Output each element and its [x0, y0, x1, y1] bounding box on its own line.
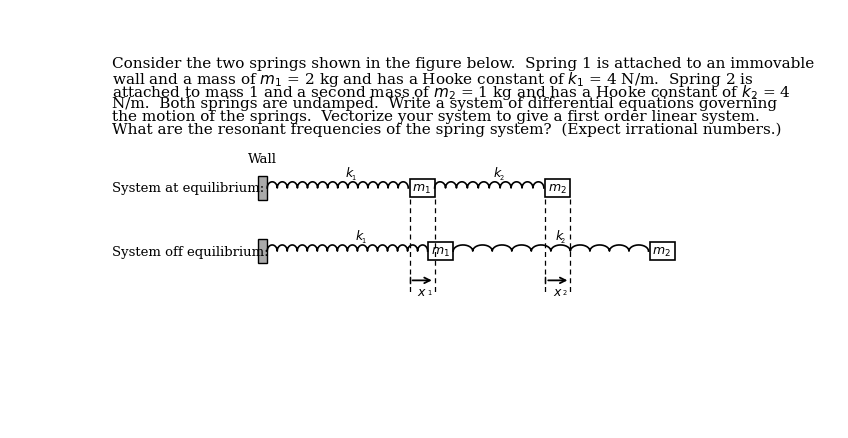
Text: $_1$: $_1$ [351, 173, 357, 182]
Text: $_1$: $_1$ [360, 236, 366, 245]
Text: $x$: $x$ [417, 285, 427, 298]
Bar [258, 176, 267, 201]
Text: wall and a mass of $m_1$ = 2 kg and has a Hooke constant of $k_1$ = 4 N/m.  Spri: wall and a mass of $m_1$ = 2 kg and has … [112, 70, 754, 89]
Text: $k$: $k$ [345, 166, 355, 179]
Text: $k$: $k$ [355, 228, 365, 242]
Text: $_2$: $_2$ [499, 173, 505, 182]
Text: $_1$: $_1$ [427, 288, 432, 297]
Text: $m_2$: $m_2$ [652, 245, 671, 258]
Text: N/m.  Both springs are undamped.  Write a system of differential equations gover: N/m. Both springs are undamped. Write a … [112, 96, 778, 110]
Text: $m_1$: $m_1$ [412, 182, 431, 195]
Text: the motion of the springs.  Vectorize your system to give a first order linear s: the motion of the springs. Vectorize you… [112, 110, 760, 124]
Text: $m_2$: $m_2$ [548, 182, 566, 195]
Text: $_2$: $_2$ [561, 236, 566, 245]
Text: $k$: $k$ [494, 166, 503, 179]
Bar [545, 179, 570, 198]
Bar [410, 179, 434, 198]
Text: System at equilibrium:: System at equilibrium: [112, 182, 265, 195]
Text: Consider the two springs shown in the figure below.  Spring 1 is attached to an : Consider the two springs shown in the fi… [112, 57, 814, 71]
Text: $_2$: $_2$ [562, 288, 568, 297]
Text: $x$: $x$ [553, 285, 563, 298]
Bar [428, 242, 453, 261]
Text: Wall: Wall [248, 152, 277, 166]
Bar [258, 239, 267, 264]
Text: $m_1$: $m_1$ [431, 245, 449, 258]
Text: $k$: $k$ [555, 228, 565, 242]
Bar [650, 242, 675, 261]
Text: System off equilibrium:: System off equilibrium: [112, 245, 269, 258]
Text: What are the resonant frequencies of the spring system?  (Expect irrational numb: What are the resonant frequencies of the… [112, 123, 782, 137]
Text: attached to mass 1 and a second mass of $m_2$ = 1 kg and has a Hooke constant of: attached to mass 1 and a second mass of … [112, 83, 791, 102]
